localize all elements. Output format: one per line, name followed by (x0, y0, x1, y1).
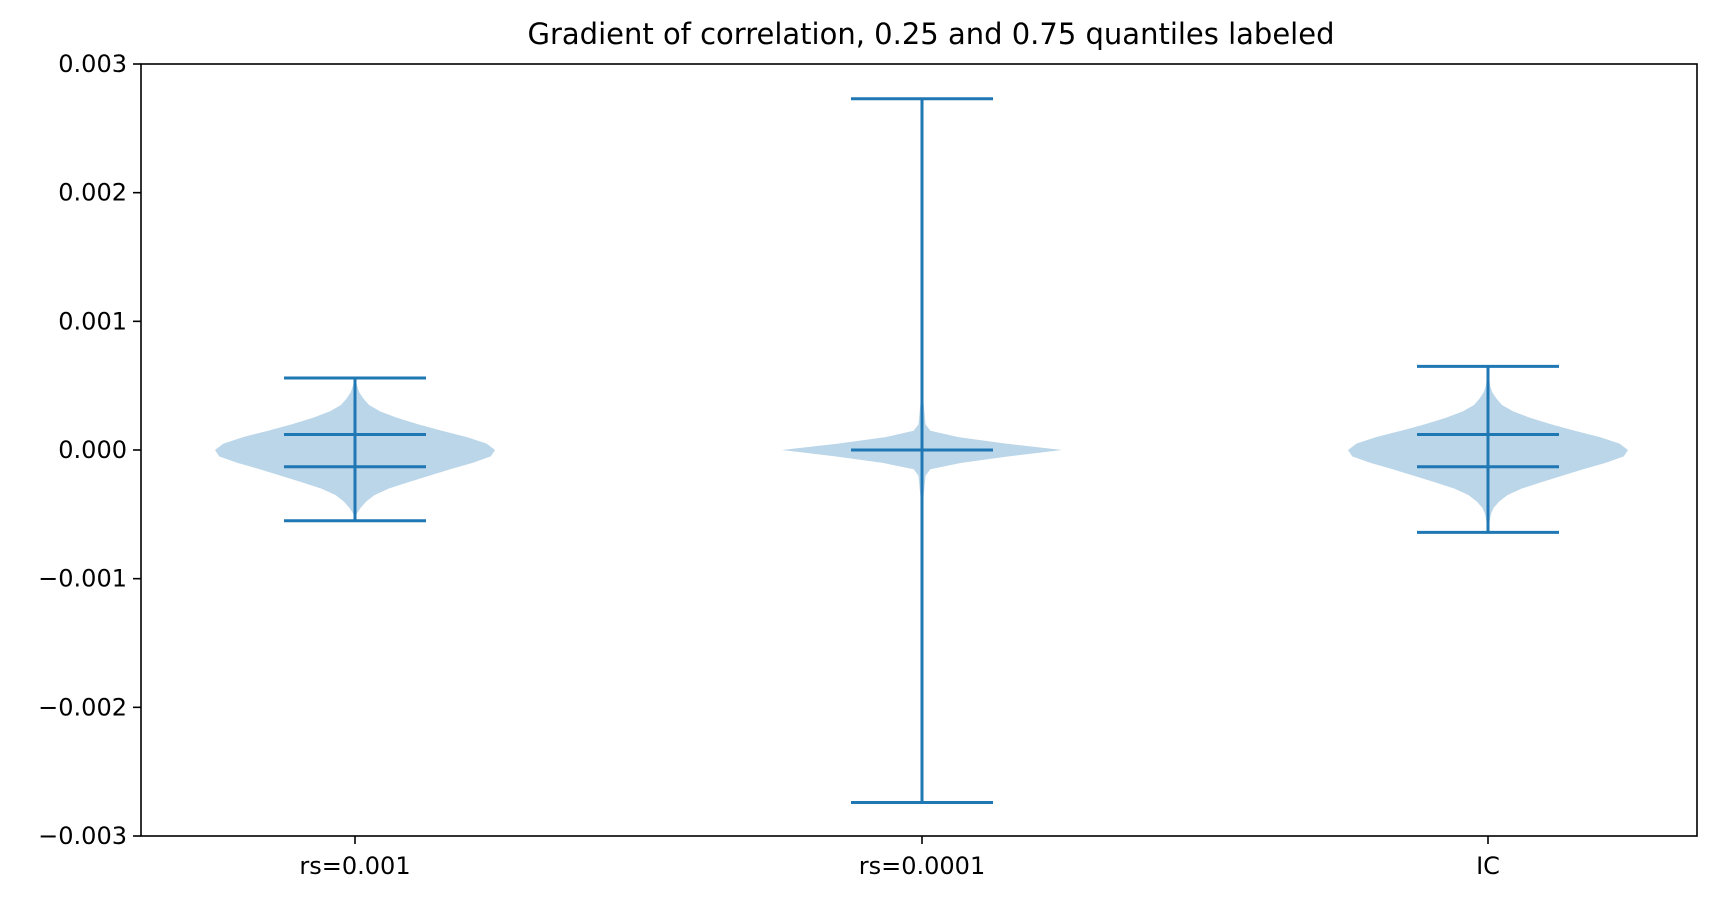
x-tick-label: rs=0.0001 (859, 852, 985, 880)
y-tick-label: 0.002 (58, 179, 127, 207)
y-tick-label: 0.003 (58, 50, 127, 78)
x-axis: rs=0.001 rs=0.0001 IC (299, 836, 1500, 880)
y-tick-label: −0.001 (38, 565, 127, 593)
y-axis: −0.003 −0.002 −0.001 0.000 0.001 0.002 0.003 (38, 50, 141, 850)
y-tick-label: 0.001 (58, 307, 127, 335)
y-tick-label: 0.000 (58, 436, 127, 464)
y-tick-label: −0.003 (38, 822, 127, 850)
y-tick-label: −0.002 (38, 693, 127, 721)
violins-layer (215, 97, 1628, 805)
x-tick-label: rs=0.001 (299, 852, 410, 880)
x-tick-label: IC (1476, 852, 1500, 880)
chart-title: Gradient of correlation, 0.25 and 0.75 q… (528, 17, 1335, 51)
